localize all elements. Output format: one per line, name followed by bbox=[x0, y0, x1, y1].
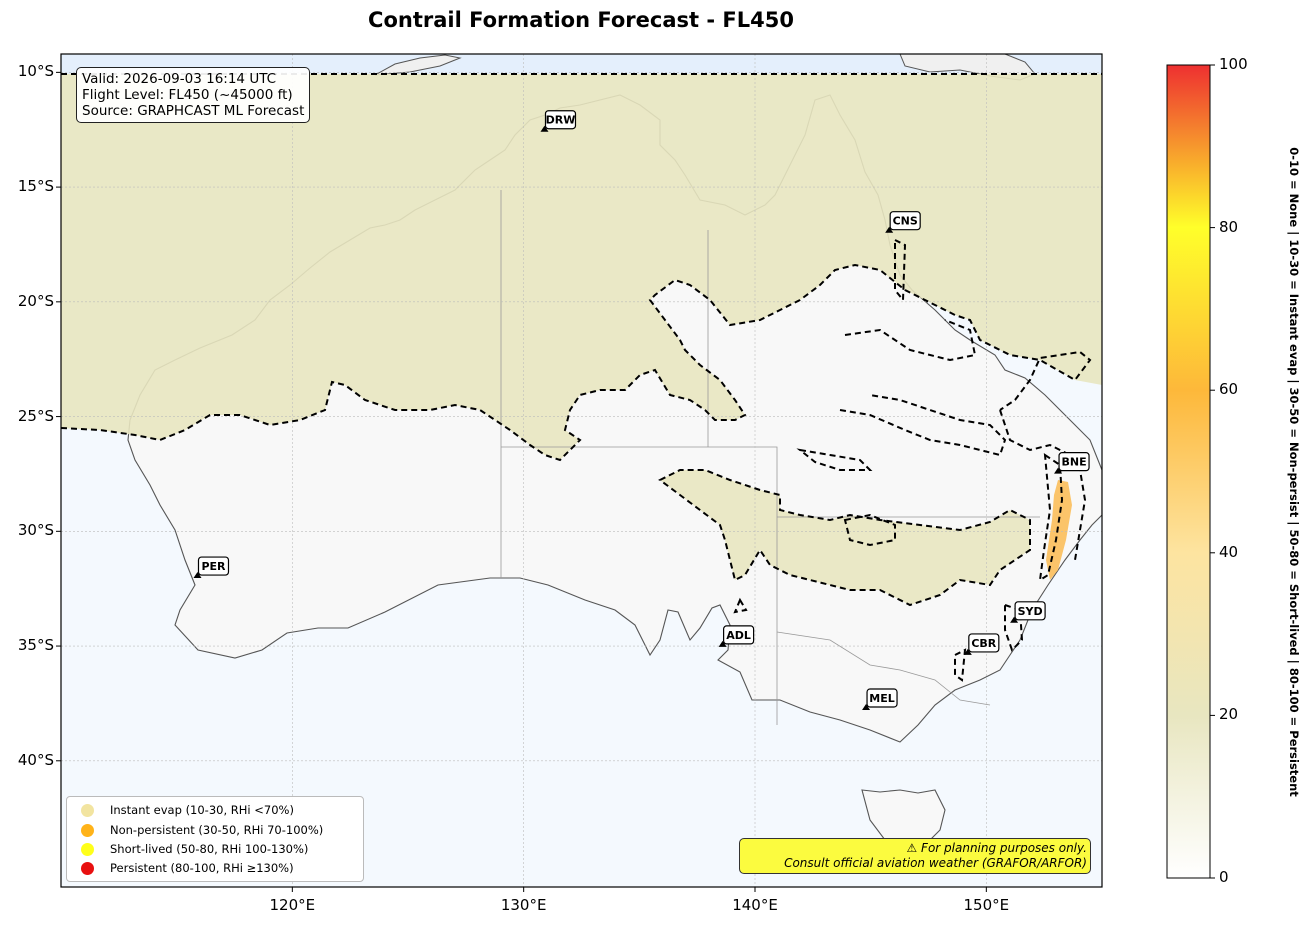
airport-code: DRW bbox=[546, 114, 576, 127]
contour-lines bbox=[61, 73, 1102, 682]
airport-code: CBR bbox=[971, 637, 996, 650]
colorbar-tick-label: 80 bbox=[1219, 217, 1239, 236]
north-band bbox=[61, 54, 1102, 74]
chart-title: Contrail Formation Forecast - FL450 bbox=[368, 8, 794, 32]
legend-label: Non-persistent (30-50, RHi 70-100%) bbox=[110, 823, 324, 837]
airport-code: PER bbox=[201, 560, 226, 573]
airport-marker-cbr[interactable]: CBR bbox=[963, 633, 1000, 655]
tasmania bbox=[861, 789, 946, 851]
legend-dot-short-lived bbox=[81, 842, 94, 856]
central-patch bbox=[660, 470, 1030, 605]
airport-icon bbox=[193, 572, 202, 579]
legend-label: Instant evap (10-30, RHi <70%) bbox=[110, 803, 294, 817]
airport-label-box bbox=[1058, 452, 1090, 472]
colorbar-ticks bbox=[1210, 64, 1215, 879]
lat-tick-label: 40°S bbox=[17, 750, 54, 769]
warning-line-1: ⚠ For planning purposes only. bbox=[906, 841, 1087, 855]
info-box: Valid: 2026-09-03 16:14 UTC Flight Level… bbox=[76, 67, 311, 123]
lat-tick-label: 30°S bbox=[17, 521, 54, 540]
legend-item-instant-evap: Instant evap (10-30, RHi <70%) bbox=[81, 801, 294, 819]
airport-code: ADL bbox=[726, 629, 751, 642]
airport-label-box bbox=[866, 688, 898, 708]
colorbar-category-label: 0-10 = None | 10-30 = Instant evap | 30-… bbox=[1283, 72, 1304, 872]
lat-tick-label: 10°S bbox=[17, 62, 54, 81]
map-frame bbox=[60, 53, 1103, 888]
airport-label-box bbox=[197, 556, 230, 576]
lon-tick-label: 150°E bbox=[963, 896, 1010, 914]
legend-label: Persistent (80-100, RHi ≥130%) bbox=[110, 861, 294, 875]
airport-marker-adl[interactable]: ADL bbox=[718, 625, 755, 647]
colorbar-category-text: 0-10 = None | 10-30 = Instant evap | 30-… bbox=[1287, 147, 1301, 797]
lon-tick-label: 140°E bbox=[732, 896, 778, 914]
legend-label: Short-lived (50-80, RHi 100-130%) bbox=[110, 842, 309, 856]
colorbar-tick-label: 0 bbox=[1219, 868, 1229, 886]
legend-dot-non-persistent bbox=[81, 823, 94, 837]
legend-dot-instant-evap bbox=[81, 803, 94, 817]
lat-tick-label: 15°S bbox=[17, 177, 54, 196]
colorbar-tick-label: 100 bbox=[1219, 55, 1248, 73]
legend: Instant evap (10-30, RHi <70%) Non-persi… bbox=[66, 796, 364, 882]
airport-label-box bbox=[968, 633, 1000, 653]
airport-icon bbox=[862, 704, 871, 711]
lat-tick-label: 25°S bbox=[17, 406, 54, 425]
warning-line-2: Consult official aviation weather (GRAFO… bbox=[784, 856, 1087, 870]
colorbar-tick-label: 40 bbox=[1219, 542, 1239, 561]
airport-code: SYD bbox=[1018, 605, 1043, 618]
planning-warning: ⚠ For planning purposes only. Consult of… bbox=[739, 838, 1091, 874]
airport-code: BNE bbox=[1061, 456, 1086, 469]
legend-dot-persistent bbox=[81, 861, 94, 875]
colorbar-tick-label: 20 bbox=[1219, 705, 1239, 724]
non-persistent-strip bbox=[1046, 480, 1072, 580]
airport-icon bbox=[718, 640, 727, 647]
airport-marker-syd[interactable]: SYD bbox=[1010, 601, 1046, 623]
lat-tick-label: 20°S bbox=[17, 291, 54, 310]
airport-label-box bbox=[723, 625, 755, 645]
instant-evap-field bbox=[61, 74, 1102, 460]
timor-coast bbox=[374, 54, 462, 76]
lat-tick-label: 35°S bbox=[17, 636, 54, 655]
legend-item-persistent: Persistent (80-100, RHi ≥130%) bbox=[81, 859, 294, 877]
colorbar-tick-label: 60 bbox=[1219, 380, 1239, 399]
airport-icon bbox=[885, 226, 894, 233]
airport-label-box bbox=[889, 211, 921, 231]
lon-tick-label: 120°E bbox=[269, 896, 316, 914]
airport-label-box bbox=[544, 110, 577, 130]
forecast-source: Source: GRAPHCAST ML Forecast bbox=[82, 103, 305, 119]
legend-item-short-lived: Short-lived (50-80, RHi 100-130%) bbox=[81, 840, 308, 858]
airport-icon bbox=[963, 648, 972, 655]
airport-marker-drw[interactable]: DRW bbox=[540, 110, 577, 132]
airport-marker-cns[interactable]: CNS bbox=[885, 211, 921, 233]
airport-icon bbox=[1054, 467, 1063, 474]
airport-marker-mel[interactable]: MEL bbox=[862, 688, 898, 711]
state-borders bbox=[500, 190, 1040, 725]
lon-tick-label: 130°E bbox=[500, 896, 547, 914]
airport-code: CNS bbox=[893, 215, 918, 228]
valid-time: Valid: 2026-09-03 16:14 UTC bbox=[82, 71, 277, 87]
legend-item-non-persistent: Non-persistent (30-50, RHi 70-100%) bbox=[81, 821, 323, 839]
airport-marker-per[interactable]: PER bbox=[193, 556, 230, 579]
airport-code: MEL bbox=[869, 692, 894, 705]
airport-icon bbox=[1010, 616, 1019, 623]
colorbar[interactable] bbox=[1166, 64, 1211, 879]
airport-marker-bne[interactable]: BNE bbox=[1054, 452, 1090, 474]
airports: DRW CNS BNE PER SYD ADL CBR MEL bbox=[193, 110, 1090, 711]
airport-icon bbox=[540, 125, 549, 132]
airport-label-box bbox=[1014, 601, 1046, 621]
axis-ticks bbox=[56, 71, 987, 892]
flight-level: Flight Level: FL450 (~45000 ft) bbox=[82, 87, 293, 103]
